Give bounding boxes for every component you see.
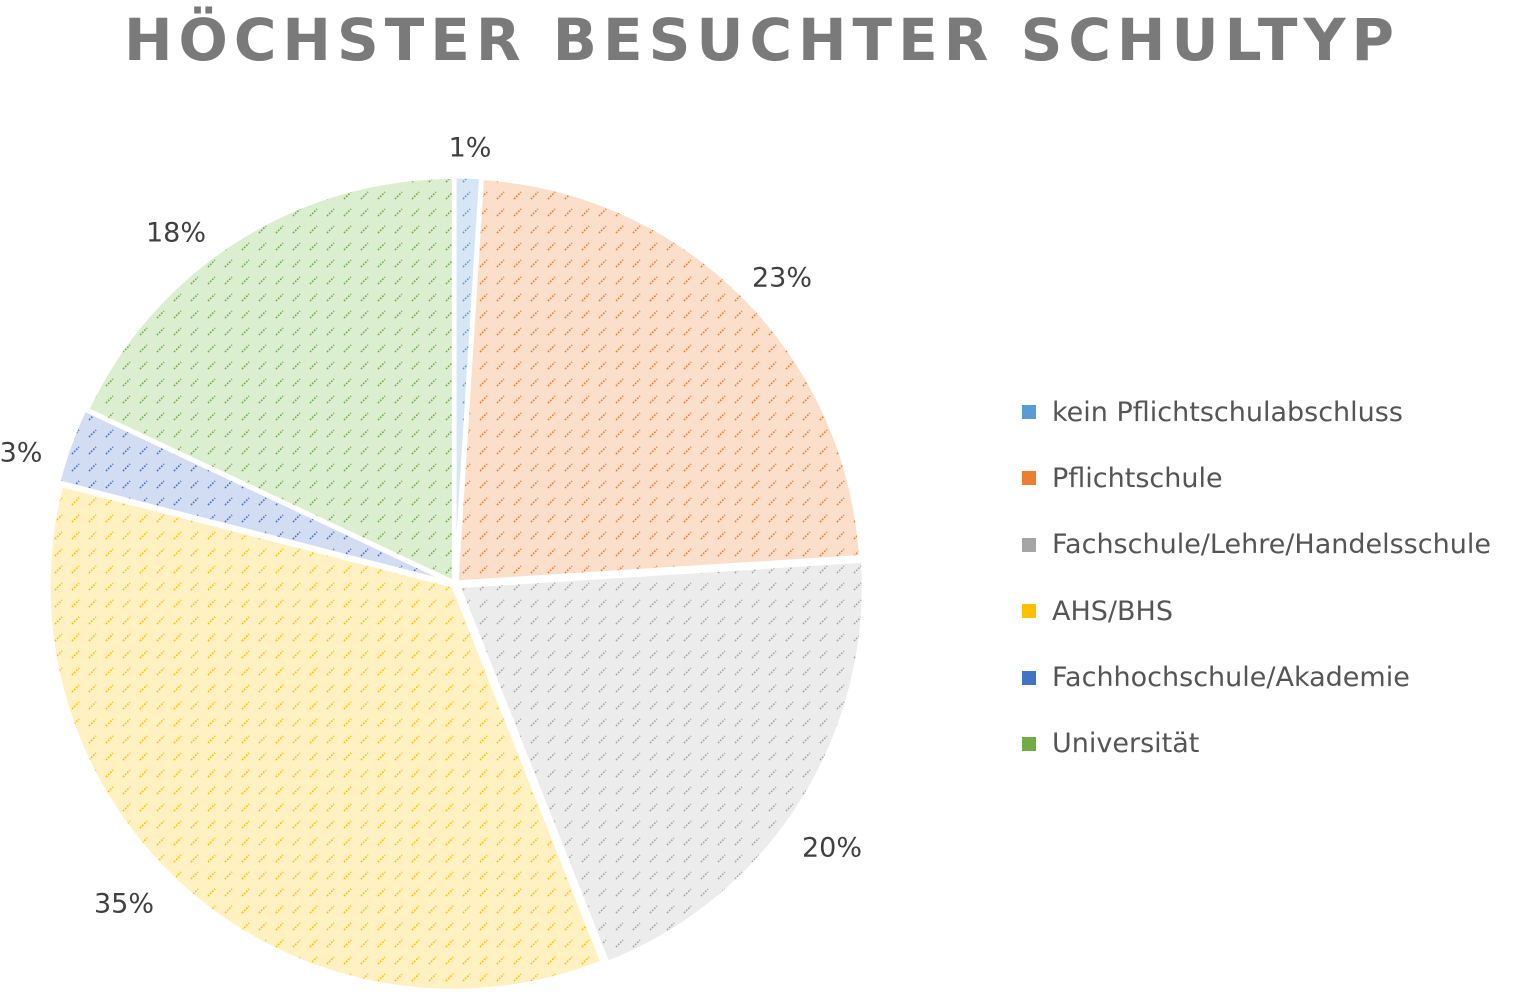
- legend-label: Fachschule/Lehre/Handelsschule: [1052, 529, 1491, 561]
- pie-slice-3: [457, 559, 865, 964]
- slice-data-label: 23%: [752, 263, 812, 294]
- legend-swatch: [1022, 405, 1036, 419]
- legend-item: AHS/BHS: [1022, 589, 1522, 633]
- legend-swatch: [1022, 670, 1036, 685]
- legend-label: Pflichtschule: [1052, 462, 1223, 494]
- legend-label: kein Pflichtschulabschluss: [1052, 396, 1403, 428]
- slice-data-label: 18%: [146, 218, 206, 249]
- slice-data-label: 3%: [0, 438, 42, 469]
- slice-data-label: 35%: [94, 889, 154, 920]
- legend-item: kein Pflichtschulabschluss: [1022, 390, 1522, 434]
- pie-slice-4: [47, 484, 604, 992]
- slice-data-label: 20%: [802, 833, 862, 864]
- pie-labels: 1% 23% 20% 35% 3% 18%: [0, 133, 862, 920]
- pie-slice-5: [57, 408, 452, 584]
- legend: kein Pflichtschulabschluss Pflichtschule F…: [1022, 390, 1522, 788]
- legend-label: AHS/BHS: [1052, 595, 1173, 627]
- legend-swatch: [1022, 604, 1036, 619]
- legend-item: Fachschule/Lehre/Handelsschule: [1022, 523, 1522, 567]
- legend-item: Pflichtschule: [1022, 456, 1522, 500]
- pie-slice-1: [453, 175, 482, 583]
- legend-item: Fachhochschule/Akademie: [1022, 656, 1522, 700]
- legend-label: Fachhochschule/Akademie: [1052, 662, 1410, 694]
- legend-swatch: [1022, 736, 1036, 751]
- legend-item: Universität: [1022, 722, 1522, 766]
- pie-slice-6: [86, 175, 455, 583]
- legend-swatch: [1022, 471, 1036, 486]
- slice-data-label: 1%: [449, 133, 492, 164]
- legend-swatch: [1022, 537, 1036, 552]
- chart-title: HÖCHSTER BESUCHTER SCHULTYP: [123, 6, 1400, 74]
- pie-slices: [47, 175, 865, 992]
- pie-slice-2: [455, 177, 862, 584]
- legend-label: Universität: [1052, 728, 1200, 760]
